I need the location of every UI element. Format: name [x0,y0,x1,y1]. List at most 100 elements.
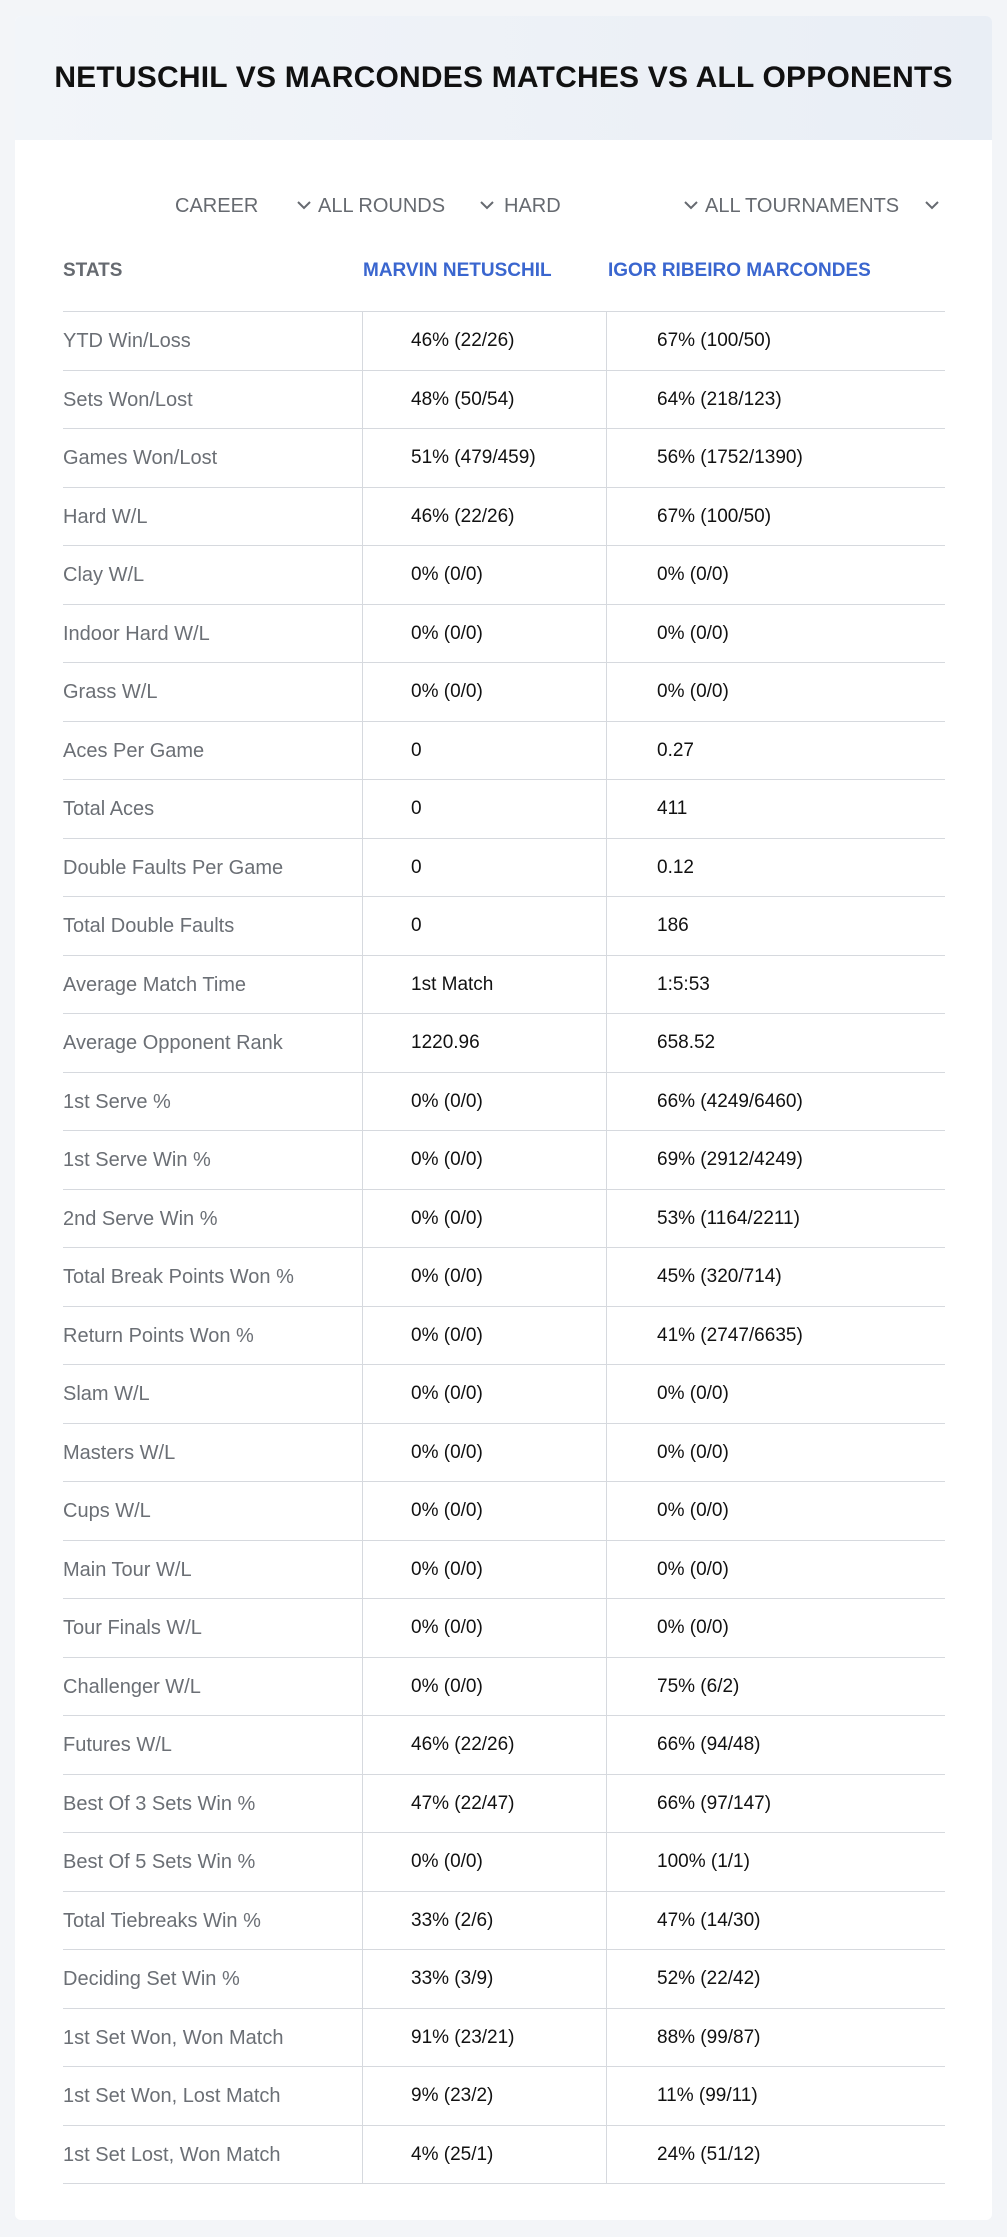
chevron-down-icon [925,201,939,210]
column-divider [606,1833,607,1891]
player1-value: 1st Match [411,973,494,995]
column-divider [362,1072,363,1130]
player1-value: 46% (22/26) [411,1734,515,1755]
stat-label: 1st Serve % [63,1090,171,1113]
player1-value: 0% (0/0) [411,1383,483,1404]
column-divider [606,955,607,1013]
table-row: Total Break Points Won % 0% (0/0) 45% (320… [63,1248,945,1307]
player1-value: 9% (23/2) [411,2085,494,2106]
table-row: Deciding Set Win % 33% (3/9) 52% (22/42) [63,1950,945,2009]
chevron-down-icon [480,201,494,210]
player2-value: 1:5:53 [657,973,710,995]
table-row: Best Of 5 Sets Win % 0% (0/0) 100% (1/1) [63,1833,945,1892]
stat-label: Average Match Time [63,973,247,996]
rounds-select[interactable]: ALL ROUNDS [318,186,498,226]
player1-value: 0 [411,739,422,761]
column-divider [606,1365,607,1423]
stat-label: Sets Won/Lost [63,388,193,411]
player2-value: 47% (14/30) [657,1909,761,1931]
stat-label: Total Tiebreaks Win % [63,1909,261,1932]
tournaments-select[interactable]: ALL TOURNAMENTS [705,186,945,226]
table-row: Hard W/L 46% (22/26) 67% (100/50) [63,487,945,546]
column-divider [606,1248,607,1306]
player2-link[interactable]: IGOR RIBEIRO MARCONDES [608,260,871,281]
column-divider [362,1131,363,1189]
table-row: Slam W/L 0% (0/0) 0% (0/0) [63,1365,945,1424]
stat-label: 1st Serve Win % [63,1149,211,1171]
table-header: STATS MARVIN NETUSCHIL IGOR RIBEIRO MARC… [63,248,945,312]
surface-select[interactable]: HARD [504,186,704,226]
player1-value: 46% (22/26) [411,505,515,527]
column-divider [606,663,607,721]
stat-label: Challenger W/L [63,1675,201,1698]
stat-label: Futures W/L [63,1734,172,1756]
player2-value: 64% (218/123) [657,388,782,410]
player2-value: 66% (97/147) [657,1792,772,1814]
player2-value: 0% (0/0) [657,622,729,644]
column-divider [606,604,607,662]
table-row: Indoor Hard W/L 0% (0/0) 0% (0/0) [63,604,945,663]
column-divider [362,2125,363,2183]
table-row: Average Opponent Rank 1220.96 658.52 [63,1014,945,1073]
stat-label: Clay W/L [63,564,145,586]
column-divider [362,312,363,370]
table-row: Challenger W/L 0% (0/0) 75% (6/2) [63,1657,945,1716]
table-row: 1st Set Won, Won Match 91% (23/21) 88% (99… [63,2008,945,2067]
player1-value: 0% (0/0) [411,1675,483,1697]
career-select[interactable]: CAREER [175,186,315,226]
player2-value: 100% (1/1) [657,1851,750,1872]
player1-value: 0 [411,798,422,819]
stat-label: 1st Set Won, Lost Match [63,2085,281,2107]
player2-value: 66% (4249/6460) [657,1090,803,1112]
stat-label: Grass W/L [63,681,158,703]
player2-value: 66% (94/48) [657,1734,761,1755]
player1-value: 0% (0/0) [411,1851,483,1872]
player2-value: 0% (0/0) [657,1617,729,1638]
stat-label: 1st Set Lost, Won Match [63,2143,281,2166]
player2-value: 56% (1752/1390) [657,447,803,468]
column-divider [606,2067,607,2125]
page-title: NETUSCHIL VS MARCONDES MATCHES VS ALL OP… [54,61,953,94]
column-divider [606,1131,607,1189]
stat-label: Aces Per Game [63,739,205,762]
column-divider [606,1657,607,1715]
column-divider [362,1774,363,1832]
table-row: Aces Per Game 0 0.27 [63,721,945,780]
player1-value: 46% (22/26) [411,330,515,351]
table-row: Grass W/L 0% (0/0) 0% (0/0) [63,663,945,722]
player1-value: 4% (25/1) [411,2143,494,2165]
table-row: Cups W/L 0% (0/0) 0% (0/0) [63,1482,945,1541]
player2-value: 0% (0/0) [657,1558,729,1580]
column-divider [362,429,363,487]
rounds-select-value: ALL ROUNDS [318,194,446,217]
table-row: Tour Finals W/L 0% (0/0) 0% (0/0) [63,1599,945,1658]
player1-value: 0% (0/0) [411,1324,483,1346]
stat-label: Main Tour W/L [63,1558,192,1581]
tournaments-select-value: ALL TOURNAMENTS [705,194,900,217]
column-divider [606,1189,607,1247]
player1-value: 0% (0/0) [411,1207,483,1229]
player1-value: 51% (479/459) [411,447,536,468]
column-divider [362,1657,363,1715]
column-divider [606,1072,607,1130]
column-divider [362,1189,363,1247]
column-divider [362,1950,363,2008]
stats-table: STATS MARVIN NETUSCHIL IGOR RIBEIRO MARC… [63,248,945,2184]
column-divider [606,1891,607,1949]
column-divider [606,1540,607,1598]
player2-value: 658.52 [657,1032,716,1053]
chevron-down-icon [684,201,698,210]
column-divider [362,2067,363,2125]
column-divider [362,1891,363,1949]
player2-value: 41% (2747/6635) [657,1324,803,1346]
player2-value: 0.27 [657,739,694,761]
player1-value: 0% (0/0) [411,622,483,644]
table-row: Masters W/L 0% (0/0) 0% (0/0) [63,1423,945,1482]
player1-link[interactable]: MARVIN NETUSCHIL [363,260,552,281]
player1-value: 33% (2/6) [411,1909,494,1931]
stat-label: Cups W/L [63,1500,151,1522]
column-divider [606,429,607,487]
table-row: Total Tiebreaks Win % 33% (2/6) 47% (14/30… [63,1891,945,1950]
player1-value: 33% (3/9) [411,1968,494,1989]
column-divider [606,1950,607,2008]
